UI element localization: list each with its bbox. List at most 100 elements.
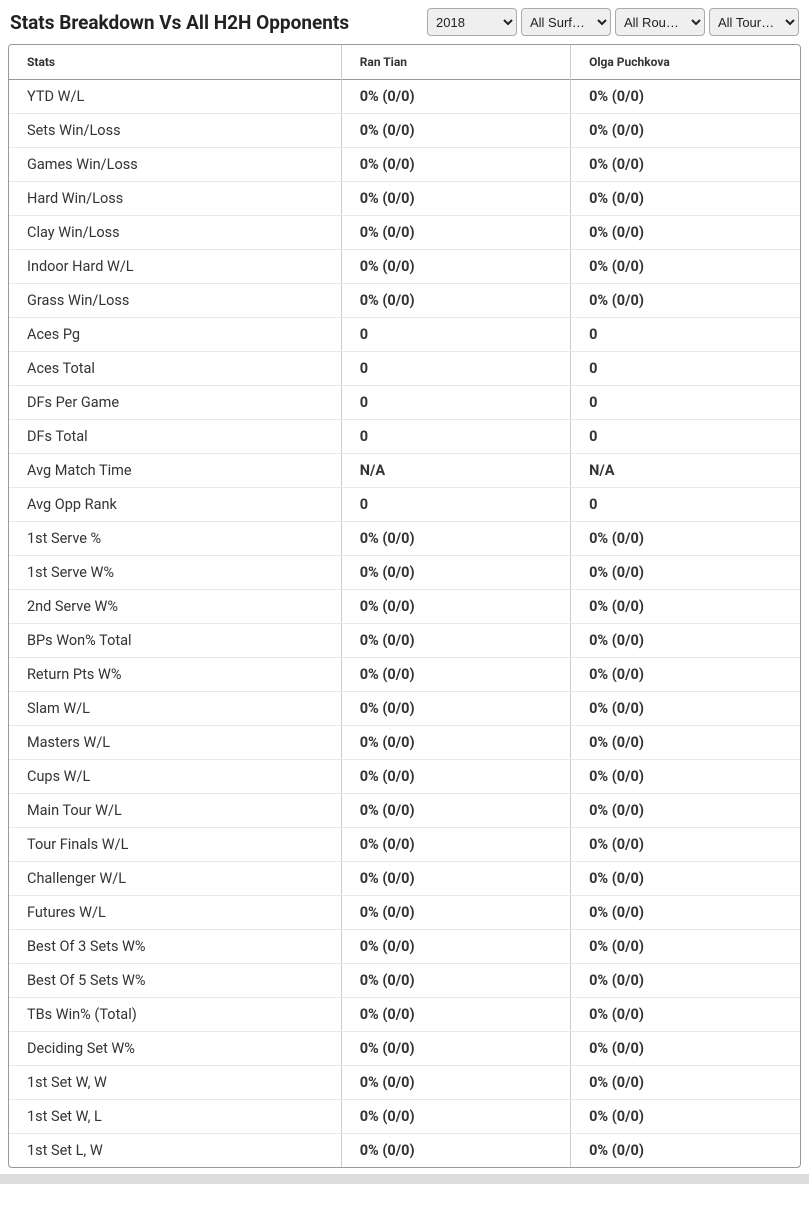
stat-value: 0 (341, 420, 570, 454)
stat-value: 0% (0/0) (571, 998, 800, 1032)
stat-label: Return Pts W% (9, 658, 341, 692)
stat-value: 0% (0/0) (341, 556, 570, 590)
stat-value: 0% (0/0) (571, 896, 800, 930)
table-row: 1st Set W, W0% (0/0)0% (0/0) (9, 1066, 800, 1100)
table-row: DFs Total00 (9, 420, 800, 454)
stat-value: 0% (0/0) (571, 930, 800, 964)
stat-value: 0% (0/0) (341, 1134, 570, 1168)
stat-value: 0% (0/0) (571, 1134, 800, 1168)
stat-value: 0% (0/0) (341, 216, 570, 250)
stat-value: 0 (571, 352, 800, 386)
stat-value: 0 (341, 488, 570, 522)
stat-value: 0 (571, 318, 800, 352)
stat-label: Clay Win/Loss (9, 216, 341, 250)
table-row: Masters W/L0% (0/0)0% (0/0) (9, 726, 800, 760)
stat-label: Games Win/Loss (9, 148, 341, 182)
stat-value: 0% (0/0) (571, 522, 800, 556)
page-header: Stats Breakdown Vs All H2H Opponents 201… (0, 0, 809, 44)
stat-label: Tour Finals W/L (9, 828, 341, 862)
table-row: Clay Win/Loss0% (0/0)0% (0/0) (9, 216, 800, 250)
stat-label: Slam W/L (9, 692, 341, 726)
table-row: 1st Set W, L0% (0/0)0% (0/0) (9, 1100, 800, 1134)
stat-value: 0% (0/0) (341, 1100, 570, 1134)
table-row: BPs Won% Total0% (0/0)0% (0/0) (9, 624, 800, 658)
stat-value: 0% (0/0) (341, 862, 570, 896)
stat-value: 0% (0/0) (571, 114, 800, 148)
stat-label: Aces Total (9, 352, 341, 386)
stat-value: 0% (0/0) (341, 624, 570, 658)
table-row: Avg Opp Rank00 (9, 488, 800, 522)
stat-value: N/A (571, 454, 800, 488)
stat-label: 1st Set L, W (9, 1134, 341, 1168)
stat-value: 0% (0/0) (341, 1066, 570, 1100)
table-row: YTD W/L0% (0/0)0% (0/0) (9, 80, 800, 114)
round-select[interactable]: All Rou… (615, 8, 705, 36)
stat-value: 0% (0/0) (571, 1032, 800, 1066)
table-row: Slam W/L0% (0/0)0% (0/0) (9, 692, 800, 726)
stat-value: 0% (0/0) (341, 658, 570, 692)
stat-value: 0 (341, 386, 570, 420)
stat-label: 1st Set W, L (9, 1100, 341, 1134)
stat-value: 0% (0/0) (341, 182, 570, 216)
table-row: Indoor Hard W/L0% (0/0)0% (0/0) (9, 250, 800, 284)
stat-value: 0% (0/0) (341, 692, 570, 726)
stat-value: 0% (0/0) (571, 760, 800, 794)
surface-select[interactable]: All Surf… (521, 8, 611, 36)
table-row: 2nd Serve W%0% (0/0)0% (0/0) (9, 590, 800, 624)
stat-value: 0 (571, 420, 800, 454)
col-header-player2: Olga Puchkova (571, 45, 800, 80)
stat-value: 0% (0/0) (341, 522, 570, 556)
tour-select[interactable]: All Tour… (709, 8, 799, 36)
table-row: Best Of 3 Sets W%0% (0/0)0% (0/0) (9, 930, 800, 964)
stat-label: Futures W/L (9, 896, 341, 930)
stat-value: 0 (571, 386, 800, 420)
stat-label: 1st Serve % (9, 522, 341, 556)
stat-label: Challenger W/L (9, 862, 341, 896)
stat-value: 0% (0/0) (341, 930, 570, 964)
stat-value: 0% (0/0) (571, 692, 800, 726)
page-title: Stats Breakdown Vs All H2H Opponents (10, 11, 349, 34)
table-row: Return Pts W%0% (0/0)0% (0/0) (9, 658, 800, 692)
table-row: Hard Win/Loss0% (0/0)0% (0/0) (9, 182, 800, 216)
stat-value: 0% (0/0) (571, 182, 800, 216)
stat-label: Best Of 5 Sets W% (9, 964, 341, 998)
stat-value: 0 (571, 488, 800, 522)
stat-value: 0% (0/0) (341, 760, 570, 794)
stat-label: Masters W/L (9, 726, 341, 760)
stat-label: Cups W/L (9, 760, 341, 794)
stats-table-container: Stats Ran Tian Olga Puchkova YTD W/L0% (… (8, 44, 801, 1168)
stat-value: 0% (0/0) (341, 590, 570, 624)
stat-value: 0% (0/0) (571, 828, 800, 862)
stat-value: 0% (0/0) (571, 216, 800, 250)
table-row: 1st Serve %0% (0/0)0% (0/0) (9, 522, 800, 556)
table-row: 1st Set L, W0% (0/0)0% (0/0) (9, 1134, 800, 1168)
table-row: Sets Win/Loss0% (0/0)0% (0/0) (9, 114, 800, 148)
stat-label: YTD W/L (9, 80, 341, 114)
stat-value: 0 (341, 352, 570, 386)
stat-value: 0% (0/0) (341, 250, 570, 284)
stat-label: Indoor Hard W/L (9, 250, 341, 284)
stat-value: N/A (341, 454, 570, 488)
stat-label: TBs Win% (Total) (9, 998, 341, 1032)
stat-label: Sets Win/Loss (9, 114, 341, 148)
footer-bar (0, 1174, 809, 1184)
table-row: TBs Win% (Total)0% (0/0)0% (0/0) (9, 998, 800, 1032)
stat-value: 0% (0/0) (341, 896, 570, 930)
table-header-row: Stats Ran Tian Olga Puchkova (9, 45, 800, 80)
stat-value: 0% (0/0) (571, 624, 800, 658)
table-row: Deciding Set W%0% (0/0)0% (0/0) (9, 1032, 800, 1066)
stat-value: 0% (0/0) (571, 658, 800, 692)
table-row: Best Of 5 Sets W%0% (0/0)0% (0/0) (9, 964, 800, 998)
stat-value: 0% (0/0) (571, 794, 800, 828)
year-select[interactable]: 2018 (427, 8, 517, 36)
stat-value: 0% (0/0) (341, 80, 570, 114)
stat-value: 0% (0/0) (571, 80, 800, 114)
stat-label: DFs Total (9, 420, 341, 454)
stat-value: 0% (0/0) (341, 726, 570, 760)
table-row: Games Win/Loss0% (0/0)0% (0/0) (9, 148, 800, 182)
stat-label: BPs Won% Total (9, 624, 341, 658)
stat-label: Main Tour W/L (9, 794, 341, 828)
stat-value: 0% (0/0) (341, 998, 570, 1032)
stat-value: 0% (0/0) (571, 1066, 800, 1100)
table-row: Grass Win/Loss0% (0/0)0% (0/0) (9, 284, 800, 318)
